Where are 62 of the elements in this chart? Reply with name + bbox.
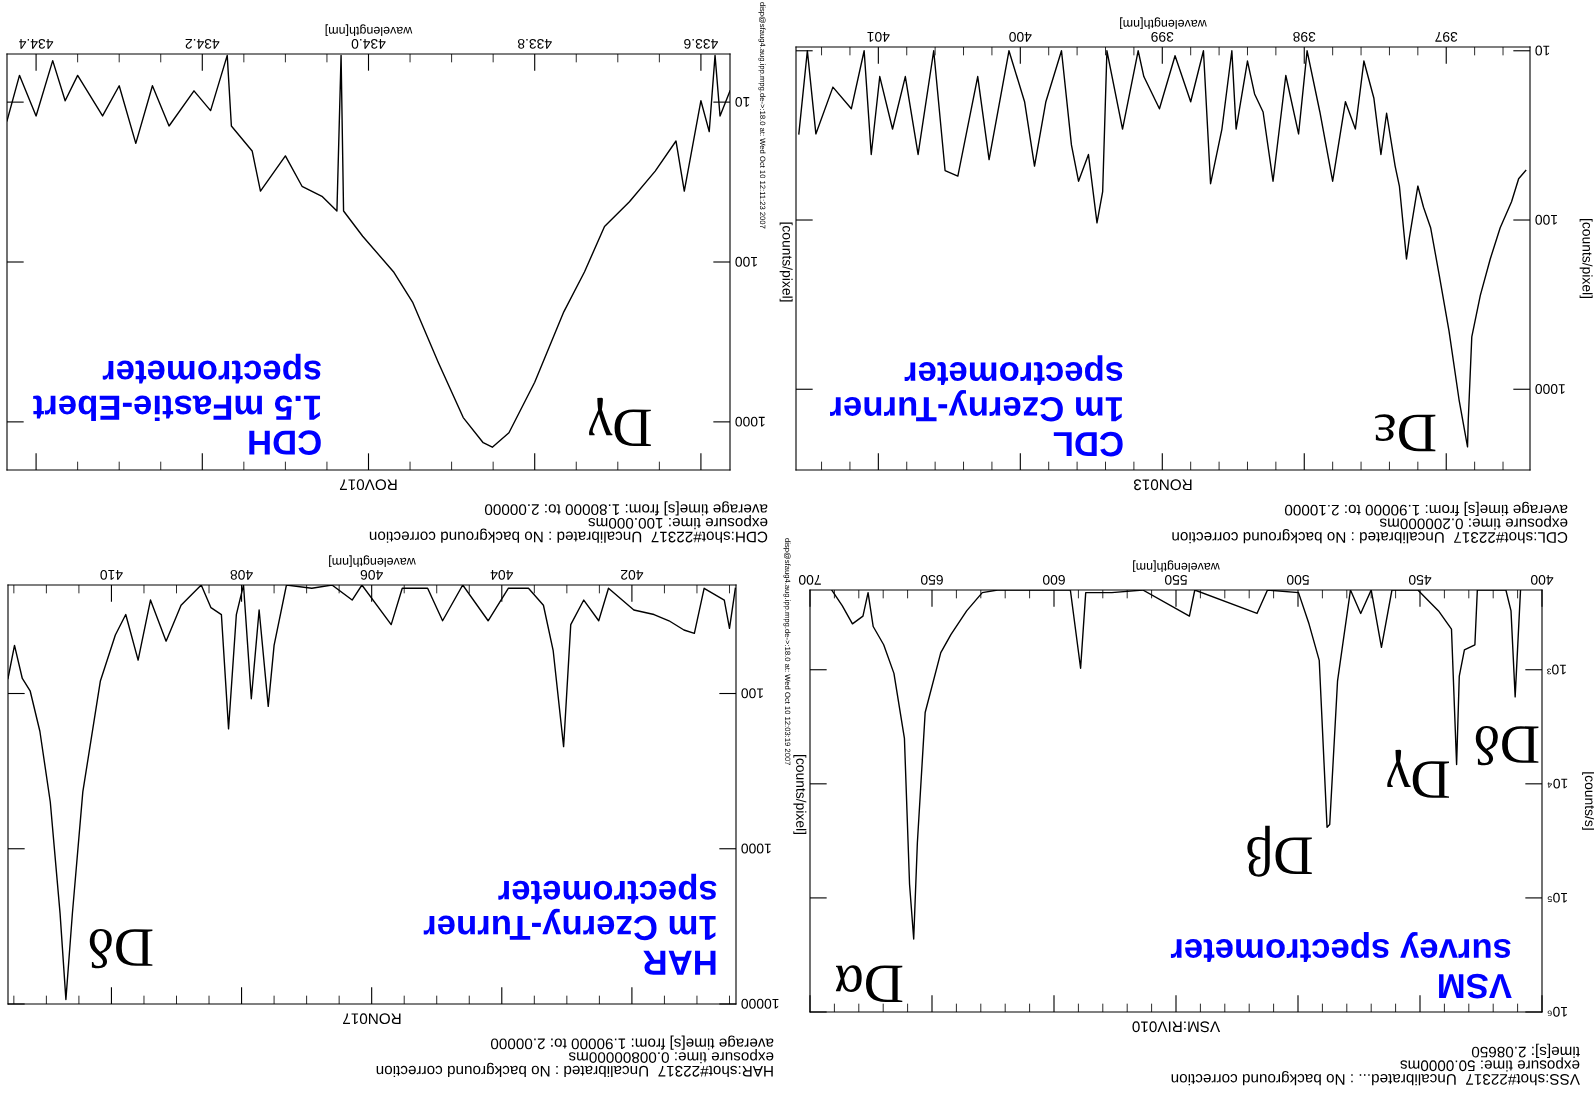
annotation: Dβ <box>1247 825 1312 877</box>
x-tick-label: 434.2 <box>185 38 220 49</box>
y-tick-label: 10⁵ <box>1547 892 1568 903</box>
x-tick-label: 600 <box>1042 574 1065 585</box>
y-tick-label: 10000 <box>741 998 779 1009</box>
text: CDL:shot#22317 Uncalibrated : No background correction exposure time: 0.200000ms average time[s] from: 1.90000 to: 2.10000 <box>1172 501 1568 544</box>
annotation: Dγ <box>1387 749 1450 798</box>
text: ROV017 <box>339 479 397 491</box>
y-tick-label: 10⁴ <box>1547 778 1568 789</box>
x-tick-label: 402 <box>621 569 644 580</box>
x-tick-label: 399 <box>1151 31 1174 42</box>
x-tick-label: 700 <box>798 574 821 585</box>
x-axis-title: wavelength[nm] <box>329 555 416 568</box>
x-tick-label: 397 <box>1435 31 1458 42</box>
annotation: Dγ <box>589 397 651 447</box>
x-tick-label: 398 <box>1293 31 1316 42</box>
x-tick-label: 408 <box>230 569 253 580</box>
x-tick-label: 410 <box>100 569 123 580</box>
x-tick-label: 434.0 <box>351 38 386 49</box>
text: VSS:shot#22317 Uncalibrated... : No background correction exposure time: 50.0000ms time[s]: 2.08650 <box>1171 1043 1580 1086</box>
x-tick-label: 650 <box>920 574 943 585</box>
y-tick-label: 10 <box>1535 45 1550 56</box>
annotation: CDH 1.5 mFastie-Ebert spectrometer <box>33 353 322 455</box>
y-tick-label: 10 <box>735 96 750 107</box>
x-tick-label: 433.6 <box>684 38 718 49</box>
x-tick-label: 401 <box>867 31 890 42</box>
annotation: Dα <box>835 965 903 1003</box>
annotation: HAR 1m Czerny-Turner spectrometer <box>423 873 717 975</box>
y-axis-title: [counts/pixel] <box>793 754 807 835</box>
line-series <box>8 585 736 1001</box>
y-tick-label: 10⁶ <box>1547 1006 1567 1017</box>
text: CDH:shot#22317 Uncalibrated : No background correction exposure time: 100.000ms average time[s] from: 1.80000 to: 2.00000 <box>369 501 768 543</box>
x-tick-label: 406 <box>360 569 383 580</box>
x-tick-label: 433.8 <box>517 38 552 49</box>
annotation: Dδ <box>1475 725 1539 766</box>
y-axis-title: [counts/pixel] <box>1579 218 1593 299</box>
y-tick-label: 1000 <box>741 843 771 854</box>
annotation: Dε <box>1375 414 1436 452</box>
y-tick-label: 100 <box>735 256 757 267</box>
annotation: VSM survey spectrometer <box>1170 932 1512 999</box>
y-tick-label: 1000 <box>1535 384 1565 394</box>
text: VSM:RIV010 <box>1132 1021 1221 1033</box>
x-axis-title: wavelength[nm] <box>1133 560 1220 573</box>
x-tick-label: 400 <box>1009 31 1032 42</box>
text: RON013 <box>1133 479 1192 491</box>
y-axis-title: [counts/pixel] <box>779 222 793 302</box>
y-tick-label: 100 <box>741 688 763 699</box>
text: RON017 <box>343 1013 401 1025</box>
y-tick-label: 100 <box>1535 214 1557 225</box>
annotation: CDL 1m Czerny-Turner spectrometer <box>830 355 1123 457</box>
y-tick-label: 10³ <box>1547 664 1566 675</box>
text: HAR:shot#22317 Uncalibrated : No background correction exposure time: 0.00800000ms average time[s] from: 1.90000 to: 2.00000 <box>376 1035 774 1078</box>
x-tick-label: 404 <box>490 569 514 580</box>
x-axis-title: wavelength[nm] <box>1120 17 1207 30</box>
x-tick-label: 550 <box>1164 574 1188 585</box>
x-axis-title: wavelength[nm] <box>325 24 413 37</box>
annotation: Dδ <box>89 928 153 969</box>
x-tick-label: 450 <box>1408 574 1432 585</box>
x-tick-label: 500 <box>1286 574 1310 585</box>
x-tick-label: 434.4 <box>19 38 54 49</box>
x-tick-label: 400 <box>1530 574 1554 585</box>
y-tick-label: 1000 <box>735 416 765 427</box>
